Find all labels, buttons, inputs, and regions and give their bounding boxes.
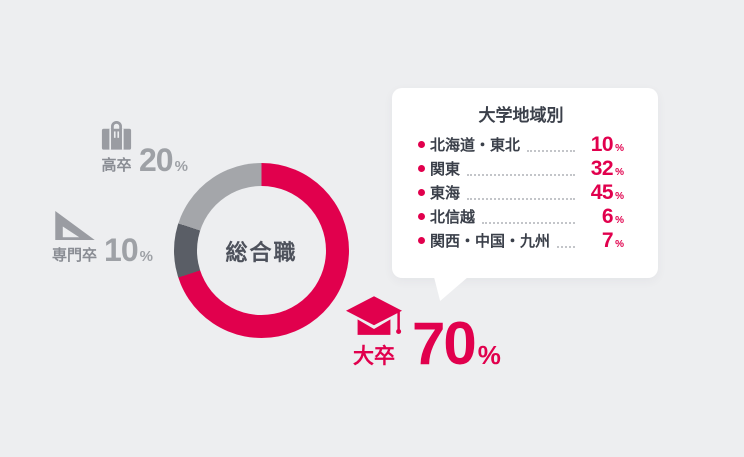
row-label: 東海 [430,185,461,202]
segment-name: 高卒 [101,157,132,174]
row-label: 関東 [430,161,461,178]
row-value-wrap: 45 % [582,181,624,205]
callout-row: 関東 32 % [418,157,624,181]
row-value-wrap: 6 % [582,205,624,229]
row-unit: % [615,190,624,202]
semmonsotsu-icon-column: 専門卒 [52,210,97,265]
daisotsu-icon-column: 大卒 [346,296,402,368]
segment-name: 大卒 [353,345,395,368]
dotted-leader [482,209,575,224]
callout-row: 北信越 6 % [418,205,624,229]
row-value-wrap: 7 % [582,229,624,253]
segment-label-kosotsu: 高卒 20 % [101,120,188,179]
set-square-icon [53,210,97,246]
donut-center-label: 総合職 [225,239,298,265]
segment-value-number: 10 [104,232,139,269]
donut-chart: 総合職 [174,163,349,338]
callout-row: 関西・中国・九州 7 % [418,229,624,253]
bullet-icon [418,165,425,172]
segment-value-unit: % [139,248,153,266]
segment-value: 70 % [412,309,501,377]
segment-label-daisotsu: 大卒 70 % [346,296,501,377]
segment-value-unit: % [477,339,501,370]
bullet-icon [418,213,425,220]
row-unit: % [615,214,624,226]
donut-hole: 総合職 [197,186,326,315]
row-value: 6 [601,204,614,228]
row-value-wrap: 10 % [582,133,624,157]
row-unit: % [615,238,624,250]
segment-value: 20 % [139,142,188,179]
segment-value-number: 20 [139,142,174,179]
row-value: 7 [601,228,614,252]
dotted-leader [467,185,575,200]
segment-label-semmonsotsu: 専門卒 10 % [52,210,153,269]
row-label: 北信越 [430,209,476,226]
bullet-icon [418,237,425,244]
dotted-leader [527,137,575,152]
row-label: 北海道・東北 [430,137,521,154]
graduation-cap-icon [346,296,402,342]
callout-row: 北海道・東北 10 % [418,133,624,157]
region-breakdown-callout: 大学地域別 北海道・東北 10 % 関東 32 % 東海 45 [392,88,658,301]
dotted-leader [467,161,575,176]
callout-title: 大学地域別 [478,106,564,125]
row-value-wrap: 32 % [582,157,624,181]
segment-value-number: 70 [412,309,477,377]
segment-value: 10 % [104,232,153,269]
row-value: 45 [590,180,614,204]
row-unit: % [615,142,624,154]
callout-row: 東海 45 % [418,181,624,205]
bullet-icon [418,189,425,196]
dotted-leader [557,233,575,248]
row-label: 関西・中国・九州 [430,233,551,250]
bullet-icon [418,141,425,148]
kosotsu-icon-column: 高卒 [101,120,132,175]
row-unit: % [615,166,624,178]
row-value: 32 [590,156,614,180]
segment-value-unit: % [174,158,188,176]
row-value: 10 [590,132,614,156]
school-bag-icon [101,120,132,156]
segment-name: 専門卒 [52,247,98,264]
